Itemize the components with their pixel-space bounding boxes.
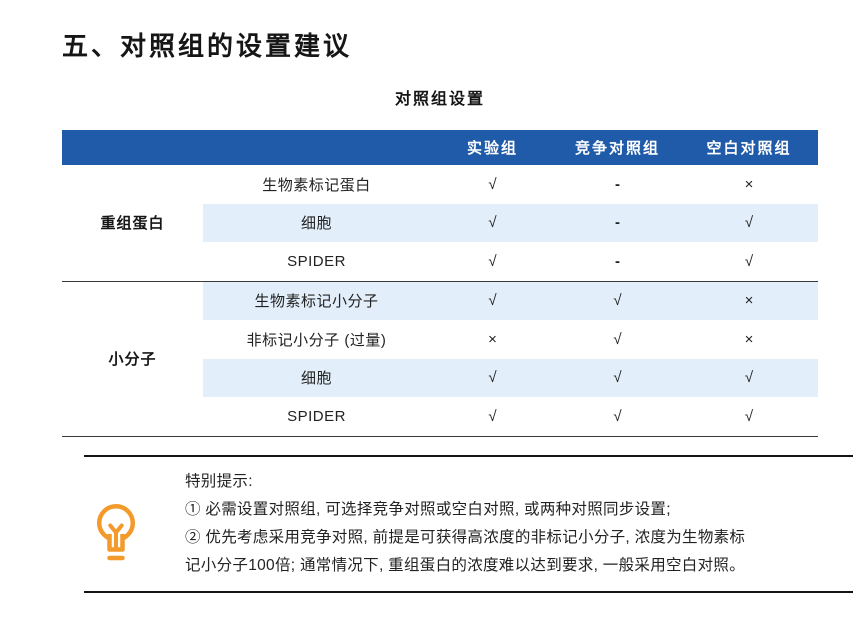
- control-setup-table: 实验组 竞争对照组 空白对照组 重组蛋白 生物素标记蛋白 √ - × 细胞 √ …: [62, 130, 818, 437]
- row-label: SPIDER: [287, 252, 346, 270]
- row-label: 生物素标记蛋白: [262, 176, 371, 194]
- mark-competition: -: [615, 175, 620, 193]
- row-label: 细胞: [300, 370, 332, 388]
- mark-competition: √: [613, 292, 622, 310]
- table-row: 非标记小分子 (过量) × √ ×: [203, 320, 818, 359]
- table-row: 细胞 √ √ √: [203, 358, 818, 397]
- mark-competition: -: [615, 252, 620, 270]
- column-header-blank-control: 空白对照组: [706, 140, 792, 157]
- mark-experimental: ×: [488, 330, 497, 348]
- note-line: 记小分子100倍; 通常情况下, 重组蛋白的浓度难以达到要求, 一般采用空白对照…: [185, 557, 746, 574]
- mark-blank: √: [744, 369, 754, 387]
- row-label: 细胞: [300, 215, 332, 233]
- mark-experimental: √: [488, 369, 497, 387]
- page-title: 五、对照组的设置建议: [62, 31, 353, 61]
- mark-blank: ×: [744, 292, 754, 310]
- table-row: 生物素标记蛋白 √ - ×: [203, 165, 818, 204]
- row-label: 生物素标记小分子: [254, 293, 379, 311]
- mark-experimental: √: [488, 214, 497, 232]
- group-small-molecule: 小分子 生物素标记小分子 √ √ × 非标记小分子 (过量) × √ × 细胞 …: [62, 281, 818, 437]
- mark-blank: ×: [744, 175, 754, 193]
- group-label: 小分子: [108, 351, 157, 368]
- mark-blank: √: [744, 252, 754, 270]
- table-caption: 对照组设置: [394, 91, 485, 108]
- column-header-experimental-group: 实验组: [466, 140, 518, 157]
- mark-blank: ×: [744, 330, 754, 348]
- mark-experimental: √: [488, 407, 497, 425]
- group-recombinant-protein: 重组蛋白 生物素标记蛋白 √ - × 细胞 √ - √ SPIDER √ -: [62, 165, 818, 282]
- row-label: SPIDER: [287, 407, 346, 425]
- mark-experimental: √: [488, 175, 497, 193]
- table-header-row: 实验组 竞争对照组 空白对照组: [62, 130, 818, 165]
- mark-blank: √: [744, 407, 754, 425]
- mark-experimental: √: [488, 292, 497, 310]
- mark-competition: √: [613, 369, 622, 387]
- mark-competition: √: [613, 407, 622, 425]
- table-row: 细胞 √ - √: [203, 203, 818, 242]
- table-row: SPIDER √ √ √: [203, 397, 818, 436]
- special-note-text: 特别提示: ① 必需设置对照组, 可选择竞争对照或空白对照, 或两种对照同步设置…: [185, 468, 845, 580]
- row-label: 非标记小分子 (过量): [246, 331, 387, 349]
- group-label: 重组蛋白: [100, 215, 165, 233]
- table-row: 生物素标记小分子 √ √ ×: [203, 281, 818, 320]
- column-header-competition-control: 竞争对照组: [574, 140, 660, 157]
- note-line: ② 优先考虑采用竞争对照, 前提是可获得高浓度的非标记小分子, 浓度为生物素标: [185, 529, 746, 546]
- lightbulb-icon: [92, 502, 140, 564]
- mark-competition: √: [613, 330, 622, 348]
- note-line: 特别提示:: [185, 473, 253, 490]
- special-note-box: 特别提示: ① 必需设置对照组, 可选择竞争对照或空白对照, 或两种对照同步设置…: [84, 455, 853, 593]
- table-row: SPIDER √ - √: [203, 242, 818, 281]
- mark-blank: √: [744, 214, 754, 232]
- note-line: ① 必需设置对照组, 可选择竞争对照或空白对照, 或两种对照同步设置;: [185, 501, 671, 518]
- mark-competition: -: [615, 214, 620, 232]
- mark-experimental: √: [488, 252, 497, 270]
